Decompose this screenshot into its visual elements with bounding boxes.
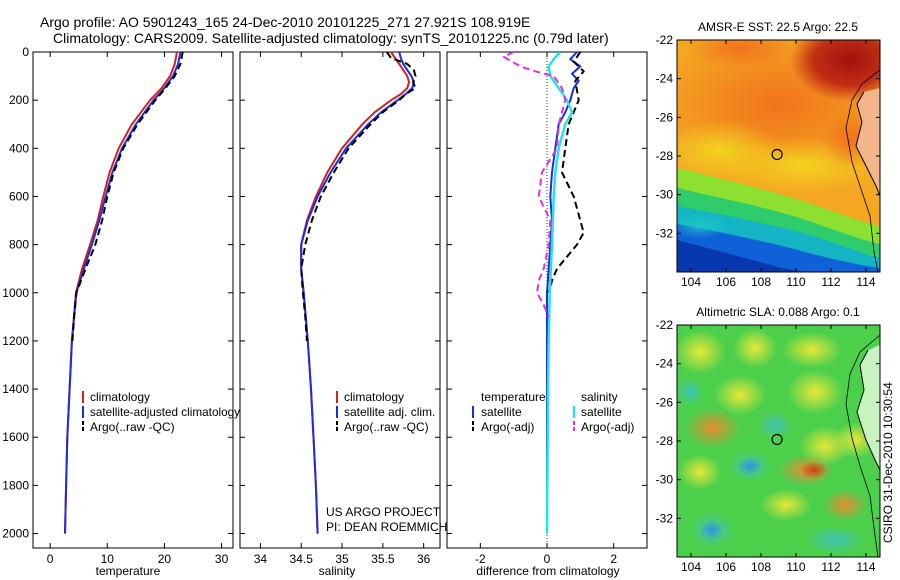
y-tick-label: -30 xyxy=(656,188,674,202)
temperature-lines xyxy=(64,52,184,534)
x-tick-label: 35 xyxy=(335,552,349,566)
x-tick-label: 34 xyxy=(254,552,268,566)
salinity-lines xyxy=(300,52,417,534)
x-tick-label: 106 xyxy=(716,560,736,574)
sla-map-axes: 104 106 108 110 112 114 -22 -24 -26 -28 -30 -32 xyxy=(656,318,880,574)
x-tick-label: 104 xyxy=(681,560,701,574)
y-tick-label: -28 xyxy=(656,149,674,163)
x-tick-label: 0 xyxy=(544,552,551,566)
x-tick-label: 34.5 xyxy=(290,552,314,566)
legend-label-satellite: satellite adj. clim. xyxy=(344,405,435,419)
legend-title-salinity: salinity xyxy=(581,390,618,404)
y-tick-label: 1400 xyxy=(2,382,29,396)
series-line-satellite-adj-clim xyxy=(300,52,415,534)
timestamp-stamp: CSIRO 31-Dec-2010 10:30:54 xyxy=(881,382,895,543)
x-tick-label: 110 xyxy=(786,560,805,574)
y-tick-label: 0 xyxy=(22,45,29,59)
sst-map-field xyxy=(677,40,880,272)
y-tick-label: -26 xyxy=(656,395,674,409)
salinity-axes: 34 34.5 35 35.5 36 xyxy=(240,51,440,566)
y-tick-label: -32 xyxy=(656,226,674,240)
pi-credit: PI: DEAN ROEMMICH xyxy=(326,520,447,534)
y-tick-label: -24 xyxy=(656,357,674,371)
legend-label-climatology: climatology xyxy=(344,390,404,404)
y-tick-label: 1800 xyxy=(2,478,29,492)
legend-label-climatology: climatology xyxy=(90,390,150,404)
x-tick-label: 114 xyxy=(856,560,875,574)
difference-axis-label: difference from climatology xyxy=(476,564,619,578)
x-tick-label: 110 xyxy=(786,275,805,289)
sla-map-field xyxy=(677,325,880,557)
legend-label-satellite: satellite-adjusted climatology xyxy=(90,405,240,419)
x-tick-label: -2 xyxy=(475,552,486,566)
y-tick-label: 200 xyxy=(9,93,29,107)
x-tick-label: 108 xyxy=(751,560,771,574)
legend-label-argo: Argo(..raw -QC) xyxy=(90,420,175,434)
difference-legend: temperature satellite Argo(-adj) salinit… xyxy=(472,390,634,434)
sst-map-axes: 104 106 108 110 112 114 -22 -24 -26 -28 -30 -32 xyxy=(656,33,880,289)
legend-label-sal-satellite: satellite xyxy=(581,405,622,419)
difference-axes: -2 0 2 xyxy=(447,51,647,566)
sst-map-title: AMSR-E SST: 22.5 Argo: 22.5 xyxy=(698,20,858,34)
series-line-argo-raw-qc xyxy=(71,52,184,341)
x-tick-label: 104 xyxy=(681,275,701,289)
project-credit: US ARGO PROJECT xyxy=(326,505,441,519)
temperature-axes-frame xyxy=(32,51,234,549)
series-line-satellite-adjusted-climatology xyxy=(64,52,182,534)
y-tick-label: -30 xyxy=(656,473,674,487)
y-tick-label: 1600 xyxy=(2,430,29,444)
salinity-axis-label: salinity xyxy=(319,564,356,578)
y-tick-label: -28 xyxy=(656,434,674,448)
y-tick-label: -26 xyxy=(656,110,674,124)
y-tick-label: 2000 xyxy=(2,527,29,541)
legend-label-sal-argo: Argo(-adj) xyxy=(581,420,634,434)
figure-title-line2: Climatology: CARS2009. Satellite-adjuste… xyxy=(53,30,609,46)
legend-title-temperature: temperature xyxy=(481,390,546,404)
x-tick-label: 112 xyxy=(821,560,840,574)
temperature-axis-label: temperature xyxy=(96,564,161,578)
x-tick-label: 30 xyxy=(215,552,229,566)
x-tick-label: 35.5 xyxy=(371,552,395,566)
temperature-axes: 0 10 20 30 0 200 400 600 800 1000 1200 1400 1600 1800… xyxy=(2,45,233,566)
sla-argo-position-marker xyxy=(771,433,783,446)
x-tick-label: 112 xyxy=(821,275,840,289)
x-tick-label: 106 xyxy=(716,275,736,289)
y-tick-label: 1200 xyxy=(2,334,29,348)
x-tick-label: 108 xyxy=(751,275,771,289)
difference-lines xyxy=(502,52,585,534)
series-line-argo-adj xyxy=(547,52,585,294)
y-tick-label: 400 xyxy=(9,141,29,155)
legend-label-temp-satellite: satellite xyxy=(481,405,522,419)
x-tick-label: 0 xyxy=(47,552,54,566)
y-tick-label: -32 xyxy=(656,511,674,525)
y-tick-label: 600 xyxy=(9,189,29,203)
y-tick-label: -24 xyxy=(656,72,674,86)
sla-map-title: Altimetric SLA: 0.088 Argo: 0.1 xyxy=(696,305,860,319)
y-tick-label: -22 xyxy=(656,33,674,47)
salinity-axes-frame xyxy=(239,51,441,549)
y-tick-label: -22 xyxy=(656,318,674,332)
x-tick-label: 20 xyxy=(158,552,172,566)
legend-label-argo: Argo(..raw -QC) xyxy=(344,420,429,434)
temperature-legend: climatology satellite-adjusted climatolo… xyxy=(82,390,240,434)
x-tick-label: 2 xyxy=(610,552,617,566)
series-line-argo-raw-qc xyxy=(300,52,417,341)
x-tick-label: 36 xyxy=(417,552,431,566)
sst-argo-position-marker xyxy=(771,148,783,161)
figure-title-line1: Argo profile: AO 5901243_165 24-Dec-2010… xyxy=(40,14,531,30)
x-tick-label: 10 xyxy=(101,552,115,566)
y-tick-label: 800 xyxy=(9,238,29,252)
salinity-legend: climatology satellite adj. clim. Argo(..… xyxy=(336,390,435,434)
y-tick-label: 1000 xyxy=(2,286,29,300)
x-tick-label: 114 xyxy=(856,275,875,289)
legend-label-temp-argo: Argo(-adj) xyxy=(481,420,534,434)
